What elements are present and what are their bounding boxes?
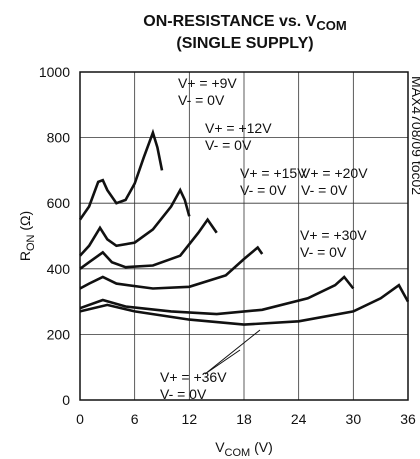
data-line <box>79 187 191 257</box>
plot-frame <box>79 71 409 401</box>
leader <box>204 329 261 375</box>
x-tick-label: 24 <box>291 411 307 427</box>
x-axis-label-suffix: (V) <box>250 439 273 455</box>
curve-label: V- = 0V <box>300 244 347 260</box>
data-line <box>79 245 264 290</box>
x-tick-label: 0 <box>76 411 84 427</box>
y-tick-label: 1000 <box>39 64 70 80</box>
x-tick-label: 18 <box>236 411 252 427</box>
curve-label: V- = 0V <box>160 386 207 402</box>
data-line <box>79 283 410 326</box>
y-axis-label-main: R <box>17 251 33 261</box>
y-tick-label: 0 <box>62 392 70 408</box>
x-tick-label: 12 <box>182 411 198 427</box>
curve-label: V+ = +9V <box>178 75 237 91</box>
chart-title-main: ON-RESISTANCE vs. V <box>143 13 316 30</box>
curve-label: V- = 0V <box>178 92 225 108</box>
curve-label: V+ = +20V <box>301 165 368 181</box>
curve-label: V+ = +15V <box>240 165 307 181</box>
data-line <box>79 275 355 316</box>
chart-title: ON-RESISTANCE vs. VCOM <box>143 13 346 33</box>
curve-label: V+ = +36V <box>160 369 227 385</box>
curve-label: V+ = +12V <box>205 120 272 136</box>
x-axis-label-sub: COM <box>225 447 251 459</box>
curve-label: V+ = +30V <box>300 227 367 243</box>
leader <box>204 349 241 375</box>
y-tick-label: 800 <box>47 130 71 146</box>
x-tick-label: 30 <box>346 411 362 427</box>
y-tick-label: 400 <box>47 261 71 277</box>
chart-subtitle: (SINGLE SUPPLY) <box>176 35 313 52</box>
curve-label: V- = 0V <box>240 182 287 198</box>
y-tick-label: 200 <box>47 326 71 342</box>
data-line <box>78 128 164 221</box>
chart-title-sub: COM <box>316 18 346 33</box>
y-axis-label: RON (Ω) <box>17 211 37 261</box>
side-note: MAX4708/09 toc02 <box>409 76 420 195</box>
x-axis-label-main: V <box>215 439 225 455</box>
curve-label: V- = 0V <box>205 137 252 153</box>
x-tick-label: 6 <box>131 411 139 427</box>
curve-label: V- = 0V <box>301 182 348 198</box>
data-line <box>79 217 218 270</box>
y-axis-label-suffix: (Ω) <box>17 211 33 235</box>
y-tick-label: 600 <box>47 195 71 211</box>
x-axis-label: VCOM (V) <box>215 439 273 459</box>
x-tick-label: 36 <box>400 411 416 427</box>
y-axis-label-sub: ON <box>25 234 37 251</box>
